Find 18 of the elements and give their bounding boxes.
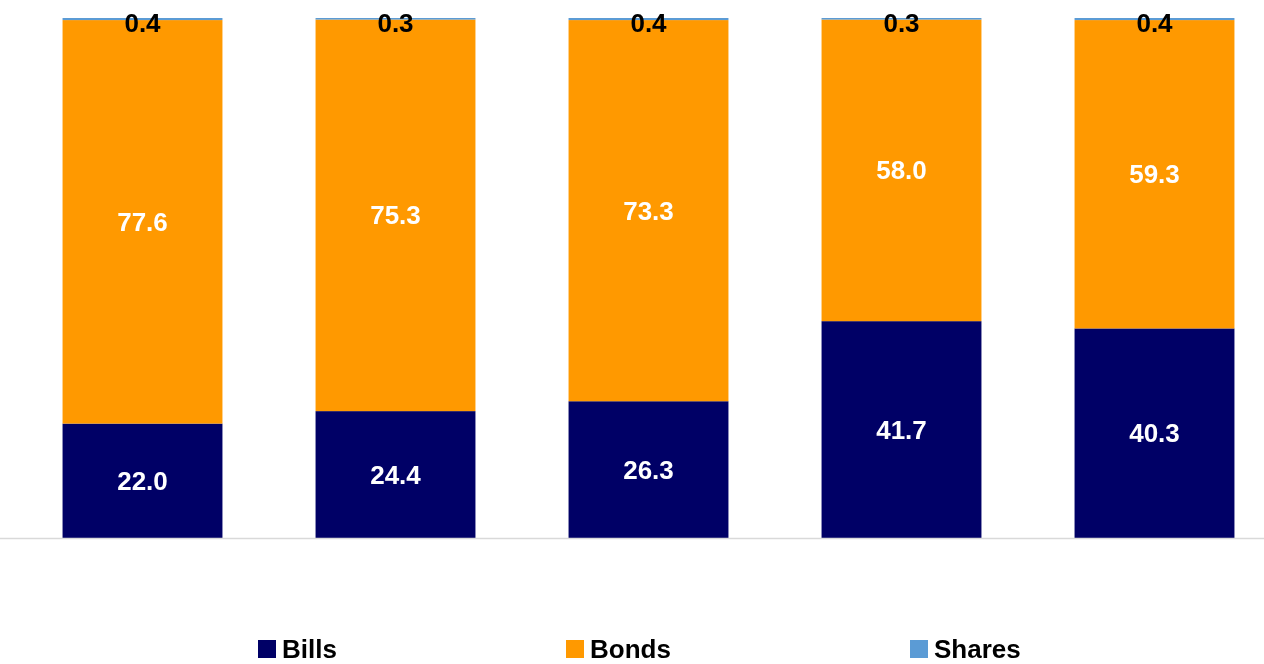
legend-label: Shares bbox=[934, 634, 1021, 664]
data-label: 58.0 bbox=[876, 155, 927, 186]
data-label: 24.4 bbox=[370, 459, 422, 490]
bar bbox=[315, 411, 476, 538]
legend-label: Bonds bbox=[590, 634, 671, 664]
data-label: 26.3 bbox=[623, 454, 674, 485]
data-label: 73.3 bbox=[623, 195, 674, 226]
bar bbox=[62, 423, 223, 538]
data-label: 40.3 bbox=[1129, 418, 1180, 449]
bar bbox=[568, 401, 729, 538]
data-label: 41.7 bbox=[876, 414, 927, 445]
data-label: 75.3 bbox=[370, 200, 421, 231]
data-label: 59.3 bbox=[1129, 159, 1180, 190]
bar bbox=[821, 321, 982, 538]
data-label: 22.0 bbox=[117, 465, 168, 496]
data-label: 77.6 bbox=[117, 206, 168, 237]
legend-label: Bills bbox=[282, 634, 337, 664]
bar bbox=[1074, 328, 1235, 538]
